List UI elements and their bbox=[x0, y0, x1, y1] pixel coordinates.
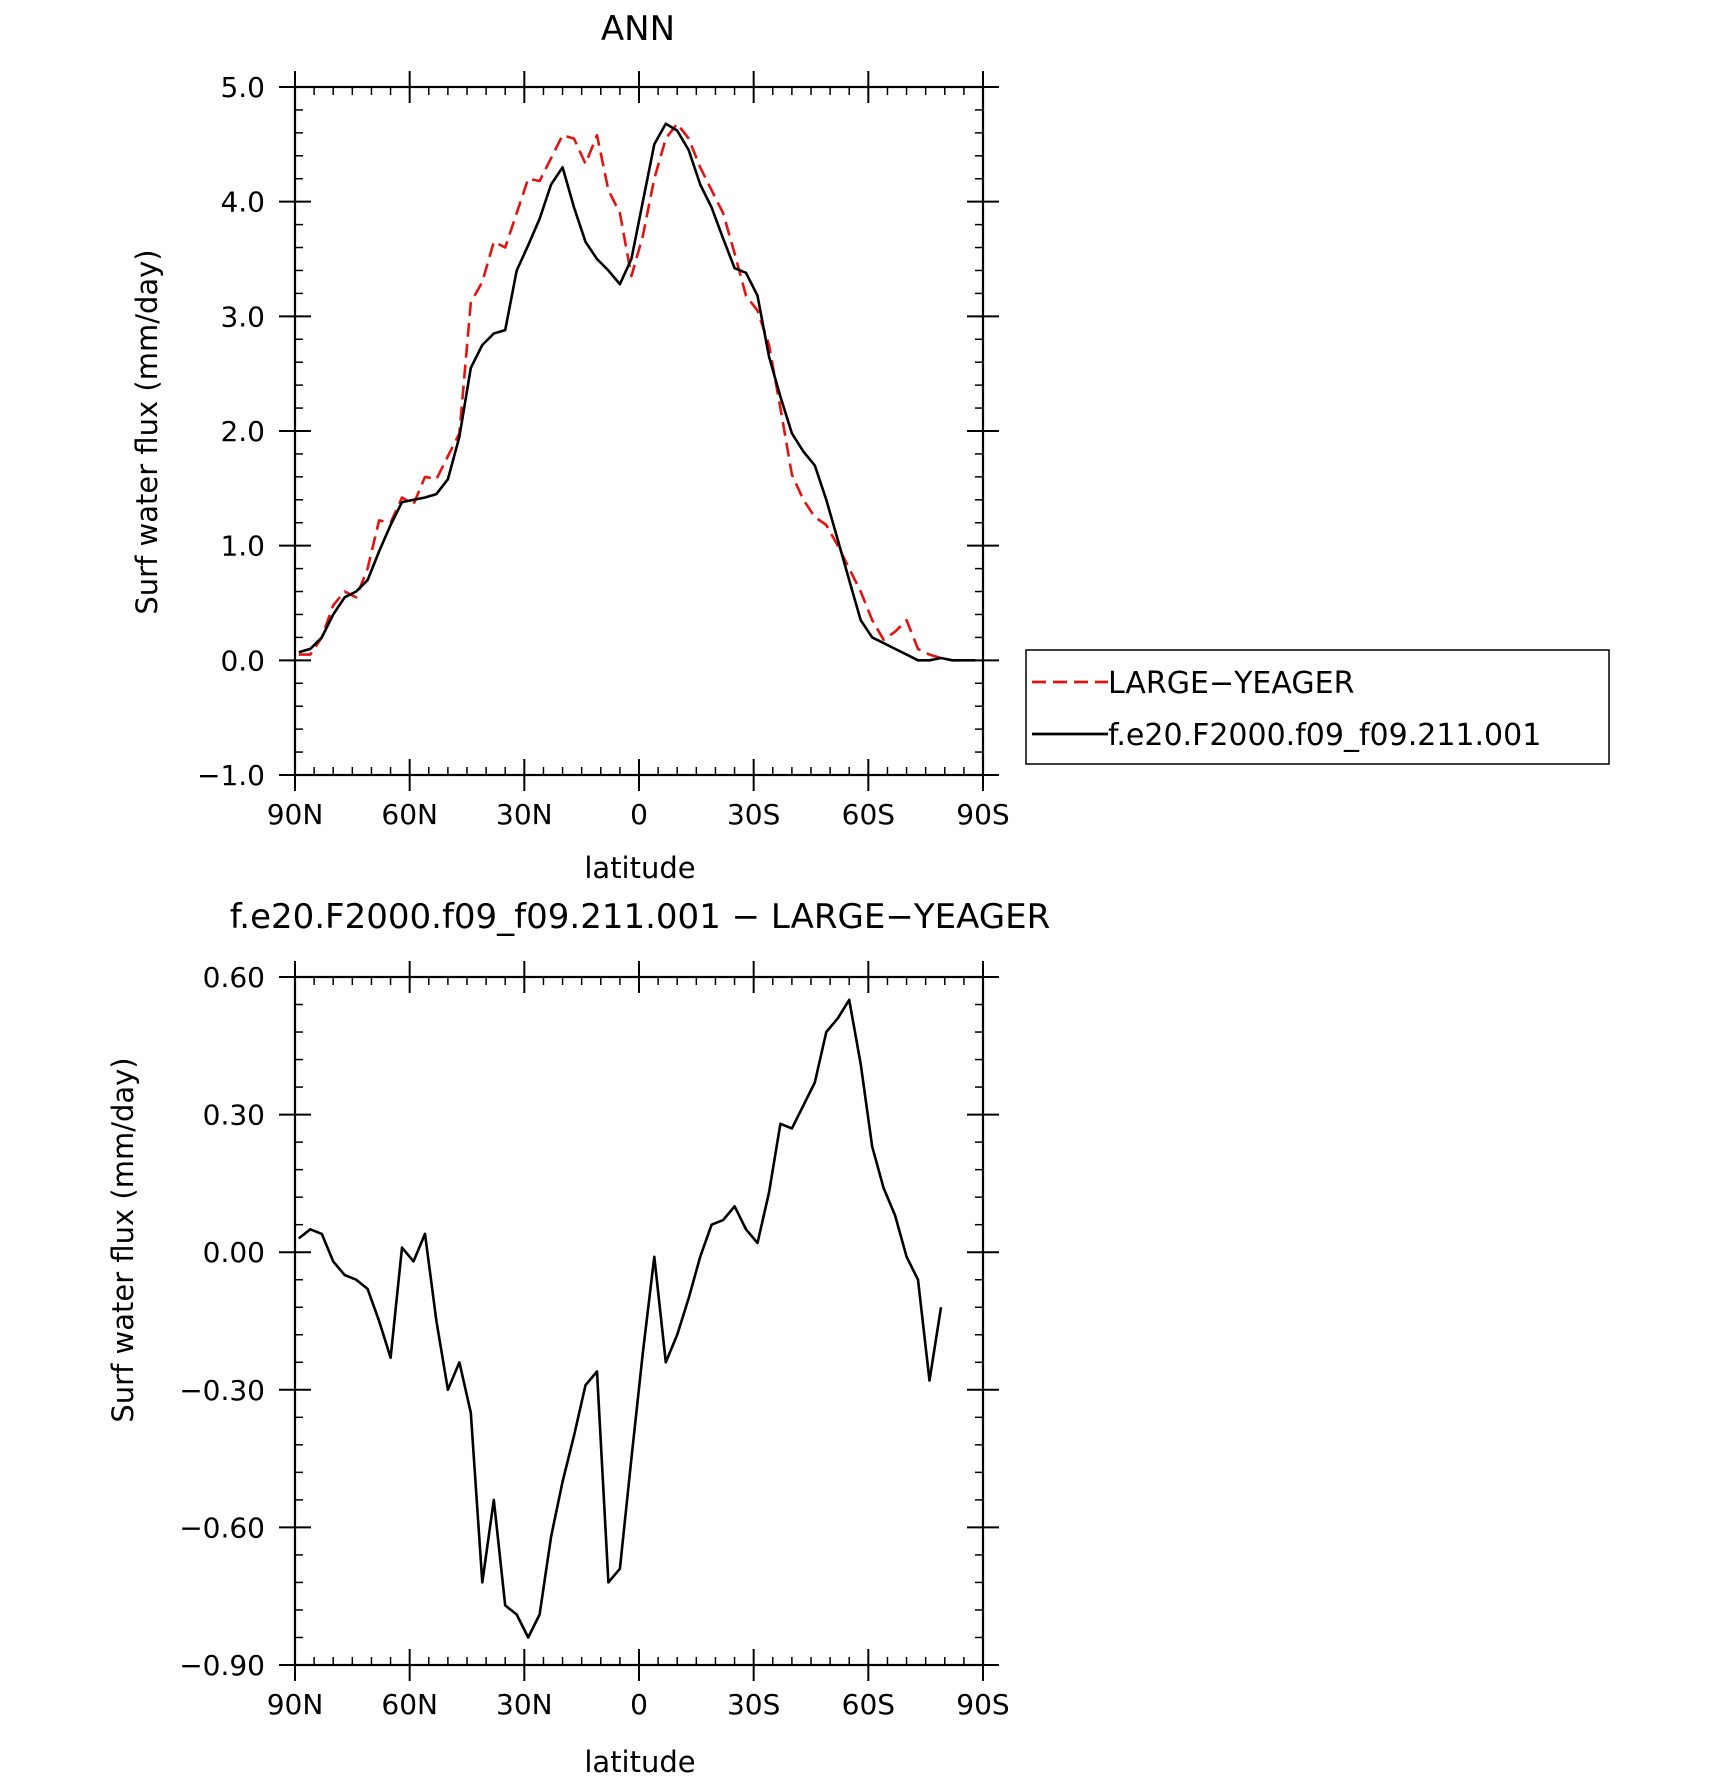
top-y-tick-label: 0.0 bbox=[220, 644, 265, 677]
top-x-axis-label: latitude bbox=[584, 851, 695, 885]
top-x-tick-label: 30S bbox=[727, 798, 780, 831]
bottom-y-axis-label: Surf water flux (mm/day) bbox=[106, 1057, 140, 1422]
bottom-y-tick-label: 0.30 bbox=[203, 1099, 265, 1132]
top-plot-frame bbox=[293, 85, 985, 777]
bottom-chart-panel: f.e20.F2000.f09_f09.211.001 − LARGE−YEAG… bbox=[106, 897, 1050, 1777]
bottom-x-axis-label: latitude bbox=[584, 1745, 695, 1777]
bottom-series-line-0 bbox=[297, 998, 943, 1639]
bottom-plot-frame bbox=[293, 975, 985, 1667]
bottom-x-tick-label: 30S bbox=[727, 1688, 780, 1721]
top-y-tick-label: 4.0 bbox=[220, 186, 265, 219]
legend-label-f-e20: f.e20.F2000.f09_f09.211.001 bbox=[1108, 718, 1541, 753]
bottom-y-tick-label: 0.00 bbox=[203, 1236, 265, 1269]
top-x-tick-label: 30N bbox=[496, 798, 553, 831]
legend: LARGE−YEAGER f.e20.F2000.f09_f09.211.001 bbox=[1025, 649, 1610, 765]
bottom-x-tick-label: 0 bbox=[630, 1688, 648, 1721]
top-x-tick-label: 90S bbox=[956, 798, 1009, 831]
bottom-y-tick-label: −0.60 bbox=[179, 1511, 265, 1544]
top-series-line-1 bbox=[298, 122, 976, 662]
bottom-y-tick-label: −0.90 bbox=[179, 1649, 265, 1682]
top-y-axis-label: Surf water flux (mm/day) bbox=[130, 249, 164, 614]
legend-box bbox=[1025, 649, 1610, 765]
bottom-chart-title: f.e20.F2000.f09_f09.211.001 − LARGE−YEAG… bbox=[230, 897, 1050, 937]
top-x-tick-label: 0 bbox=[630, 798, 648, 831]
bottom-x-tick-label: 60N bbox=[381, 1688, 438, 1721]
top-chart-panel: ANN 90N 60N 30N 0 30S 60S 90S 5.0 4.0 3.0 2.0 1.0 0.… bbox=[130, 9, 1010, 885]
bottom-x-tick-label: 60S bbox=[842, 1688, 895, 1721]
bottom-y-tick-label: −0.30 bbox=[179, 1374, 265, 1407]
top-y-tick-label: −1.0 bbox=[197, 759, 265, 792]
top-y-tick-label: 3.0 bbox=[220, 300, 265, 333]
legend-label-large-yeager: LARGE−YEAGER bbox=[1108, 666, 1354, 701]
top-x-tick-label: 60S bbox=[842, 798, 895, 831]
top-series-line-0 bbox=[298, 122, 942, 660]
bottom-y-tick-label: 0.60 bbox=[203, 961, 265, 994]
top-chart-title: ANN bbox=[601, 9, 675, 49]
top-y-tick-label: 1.0 bbox=[220, 530, 265, 563]
top-x-tick-label: 60N bbox=[381, 798, 438, 831]
top-x-tick-label: 90N bbox=[267, 798, 324, 831]
bottom-x-tick-label: 90N bbox=[267, 1688, 324, 1721]
bottom-x-tick-label: 30N bbox=[496, 1688, 553, 1721]
top-y-tick-label: 5.0 bbox=[220, 71, 265, 104]
top-y-tick-label: 2.0 bbox=[220, 415, 265, 448]
bottom-x-tick-label: 90S bbox=[956, 1688, 1009, 1721]
